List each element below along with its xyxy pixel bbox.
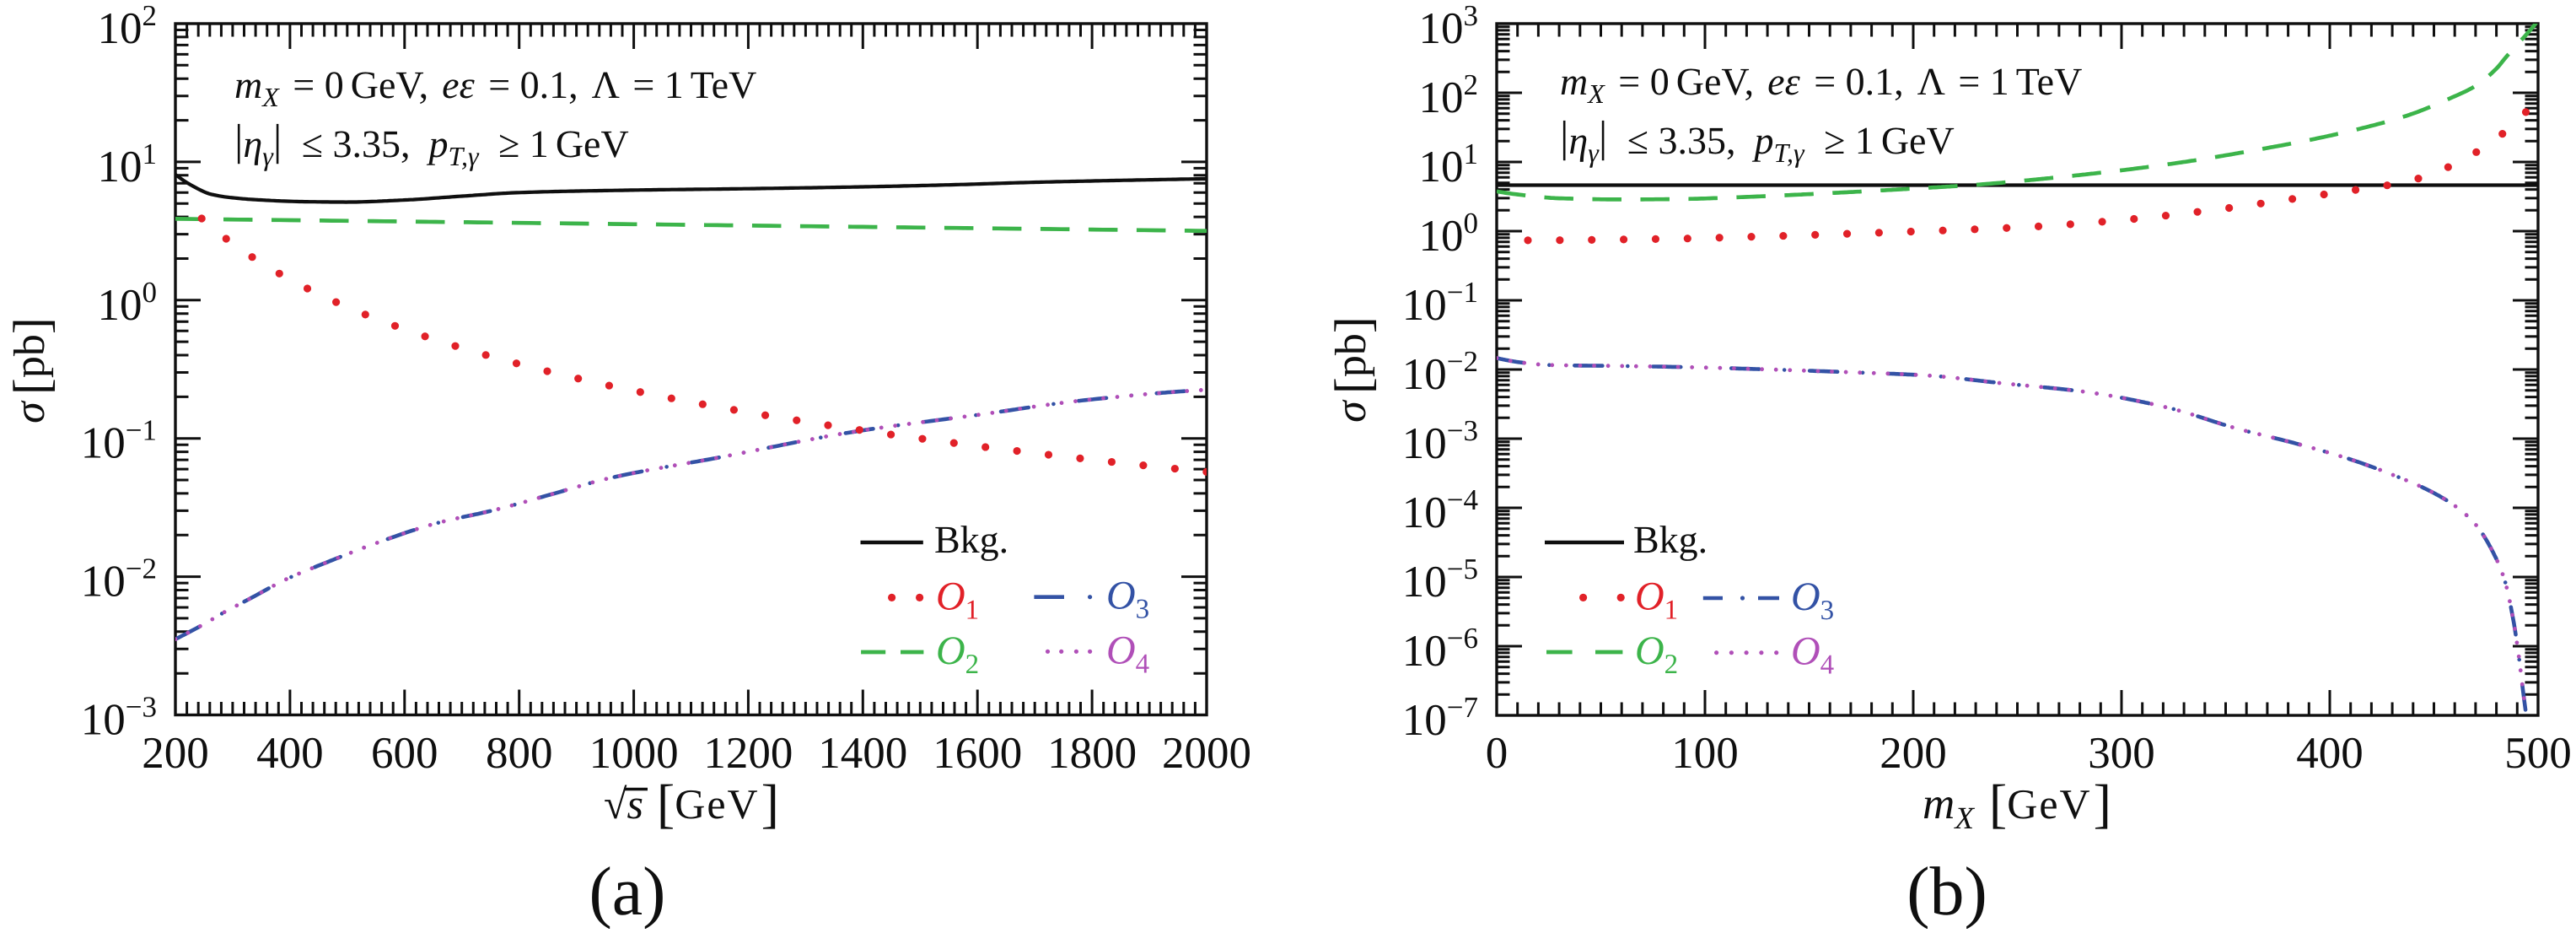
svg-text:1800: 1800 — [1047, 729, 1137, 778]
svg-text:10−2: 10−2 — [1402, 345, 1478, 399]
svg-text:800: 800 — [486, 729, 553, 778]
svg-text:1200: 1200 — [703, 729, 793, 778]
svg-text:O3: O3 — [1106, 574, 1149, 625]
svg-text:0: 0 — [1486, 729, 1508, 778]
svg-text:10−7: 10−7 — [1402, 691, 1478, 745]
svg-text:600: 600 — [371, 729, 438, 778]
svg-text:10−4: 10−4 — [1402, 483, 1478, 537]
svg-text:101: 101 — [1419, 138, 1479, 191]
svg-text:400: 400 — [256, 729, 324, 778]
svg-text:2000: 2000 — [1162, 729, 1251, 778]
svg-text:(a): (a) — [589, 853, 665, 929]
svg-text:1600: 1600 — [933, 729, 1022, 778]
svg-text:1400: 1400 — [818, 729, 907, 778]
svg-text:200: 200 — [1880, 729, 1947, 778]
svg-text:O2: O2 — [936, 628, 979, 680]
svg-text:σ[pb]: σ[pb] — [1325, 316, 1380, 423]
svg-text:100: 100 — [1671, 729, 1739, 778]
svg-text:mX[GeV]: mX [GeV] — [1923, 774, 2111, 836]
svg-text:10−2: 10−2 — [81, 553, 157, 607]
svg-text:Bkg.: Bkg. — [1633, 518, 1707, 561]
svg-text:Bkg.: Bkg. — [934, 518, 1008, 561]
svg-text:500: 500 — [2504, 729, 2572, 778]
svg-text:1000: 1000 — [589, 729, 679, 778]
svg-text:σ[pb]: σ[pb] — [3, 317, 59, 423]
svg-text:300: 300 — [2088, 729, 2155, 778]
svg-text:200: 200 — [142, 729, 209, 778]
svg-text:√s[GeV]: √s [GeV] — [604, 774, 779, 833]
svg-text:400: 400 — [2296, 729, 2364, 778]
svg-text:(b): (b) — [1906, 853, 1987, 929]
